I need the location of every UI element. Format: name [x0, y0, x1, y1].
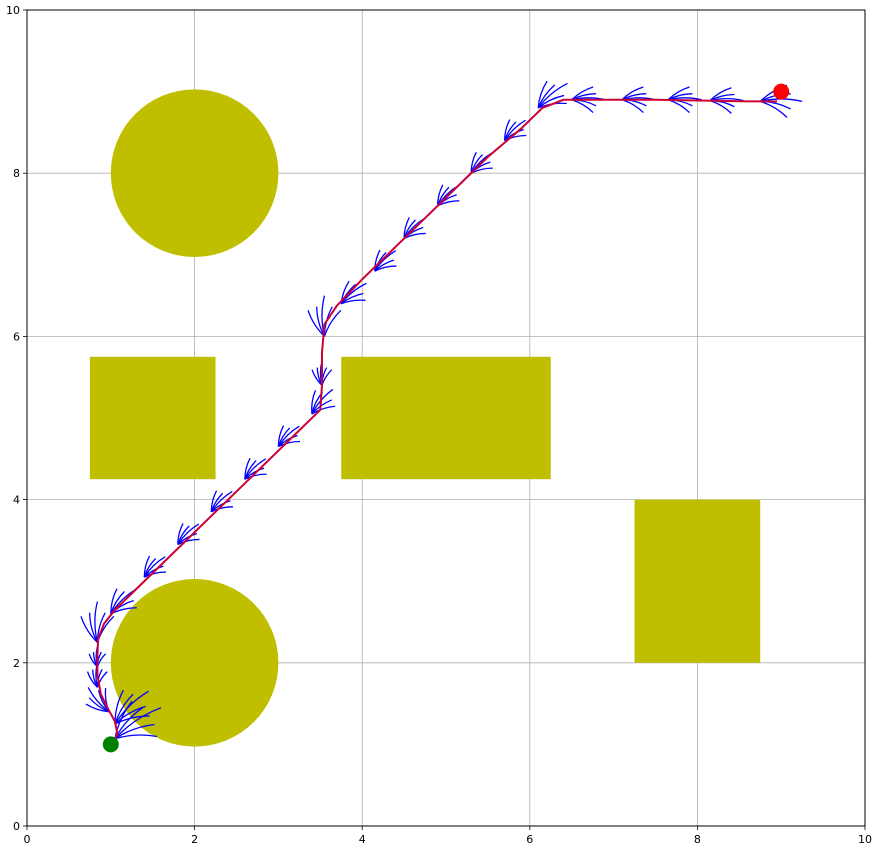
tree-branch [88, 612, 98, 643]
tree-branch [110, 588, 118, 614]
tree-branch [470, 151, 477, 174]
tree-branch [311, 390, 317, 414]
tree-branch [323, 309, 342, 337]
tree-branch [114, 707, 162, 740]
start-goal-markers [102, 83, 790, 753]
tree-branch [114, 715, 150, 725]
tree-branch [94, 601, 99, 643]
tree-branch [110, 591, 125, 615]
tree-node [143, 555, 166, 578]
tree-branch [177, 523, 184, 545]
tree-node [85, 686, 110, 713]
tree-branch [667, 86, 690, 101]
tree-branch [86, 671, 98, 688]
tree-branch [436, 184, 444, 206]
circular-obstacle [110, 579, 279, 747]
obstacles [89, 89, 761, 747]
tree-node [210, 490, 233, 513]
tree-branch [114, 723, 155, 740]
tree-branch [114, 705, 146, 725]
tree-branch [621, 86, 644, 101]
start-marker [102, 736, 119, 753]
tree-branch [114, 690, 149, 725]
x-tick-label: 6 [526, 833, 533, 846]
rectangular-obstacle [341, 356, 551, 480]
path-line [96, 98, 778, 745]
tree-node [277, 425, 301, 448]
planned-path [96, 98, 778, 745]
axes-frame [26, 9, 866, 827]
tree-branch [537, 80, 548, 108]
tree-branch [114, 693, 134, 725]
tree-branch [114, 734, 158, 740]
x-tick-label: 8 [694, 833, 701, 846]
y-tick-label: 0 [13, 820, 20, 833]
tree-branch [87, 686, 110, 713]
tree-branch [571, 86, 594, 101]
axis-ticks: 0 2 4 6 8 10 0 2 4 6 8 10 [6, 4, 872, 846]
circular-obstacle [110, 89, 279, 257]
x-tick-label: 2 [191, 833, 198, 846]
y-tick-label: 6 [13, 330, 20, 343]
tree-node [244, 457, 267, 480]
tree-branch [143, 555, 151, 578]
y-tick-label: 10 [6, 4, 20, 17]
tree-branch [80, 616, 98, 643]
tree-branch [244, 457, 251, 480]
tree-node [374, 249, 397, 272]
tree-branch [277, 425, 285, 447]
x-tick-label: 0 [24, 833, 31, 846]
tree-branch [709, 87, 732, 102]
y-tick-label: 2 [13, 657, 20, 670]
tree-branch [210, 490, 218, 512]
tree-branch [537, 82, 568, 109]
y-tick-label: 4 [13, 494, 20, 507]
x-tick-label: 4 [359, 833, 366, 846]
tree-branch [537, 84, 556, 109]
tree-branch [504, 119, 511, 141]
tree-branch [374, 249, 381, 272]
x-tick-label: 10 [858, 833, 872, 846]
tree-node [504, 119, 527, 142]
rectangular-obstacle [634, 499, 761, 663]
rectangular-obstacle [89, 356, 216, 480]
goal-marker [773, 83, 790, 100]
tree-node [177, 523, 200, 546]
tree-branch [403, 217, 410, 239]
y-tick-label: 8 [13, 167, 20, 180]
tree-branch [340, 282, 367, 305]
tree-branch [85, 703, 110, 713]
tree-branch [311, 369, 323, 386]
